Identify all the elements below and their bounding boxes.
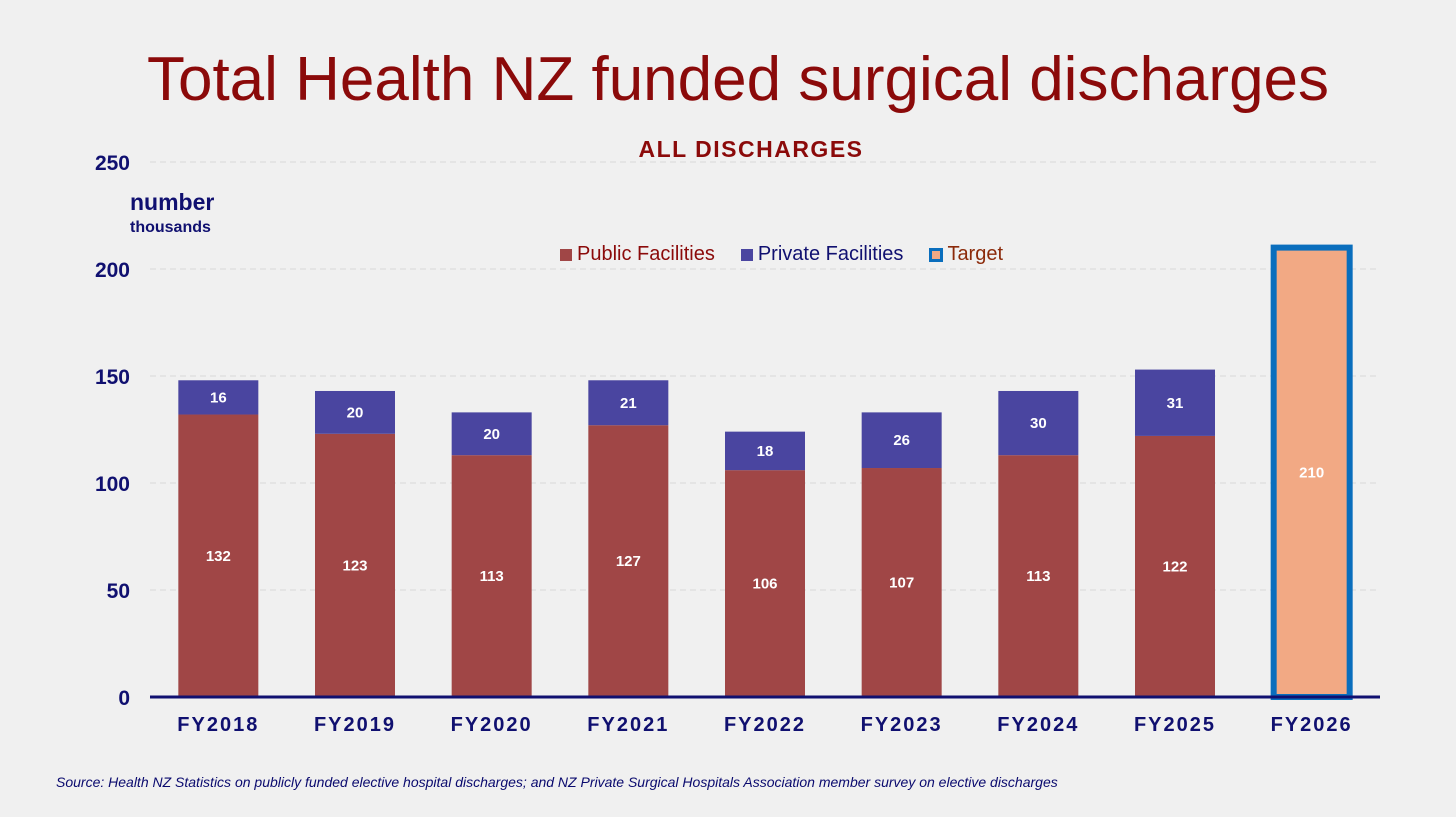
- bar-public: [998, 455, 1079, 697]
- data-label-public: 122: [1162, 558, 1187, 575]
- x-tick-label: FY2021: [587, 714, 669, 736]
- x-tick-label: FY2023: [861, 714, 943, 736]
- data-label-target: 210: [1299, 464, 1324, 481]
- bar-private: [725, 431, 805, 471]
- y-tick-label: 100: [95, 473, 130, 496]
- data-label-private: 21: [620, 395, 637, 412]
- x-tick-label: FY2020: [451, 714, 533, 736]
- legend-item-private: Private Facilities: [740, 243, 904, 266]
- data-label-public: 123: [342, 557, 367, 574]
- data-label-public: 113: [480, 568, 504, 585]
- bar-public: [588, 425, 669, 697]
- data-label-public: 113: [1026, 568, 1050, 585]
- y-tick-label: 50: [107, 580, 130, 603]
- data-label-private: 30: [1030, 415, 1047, 432]
- data-label-private: 31: [1167, 395, 1184, 412]
- legend-label-private: Private Facilities: [757, 243, 904, 265]
- data-label-private: 20: [347, 404, 364, 421]
- y-axis-unit-label: number: [130, 189, 215, 215]
- bar-public: [725, 470, 805, 697]
- data-label-private: 20: [483, 426, 500, 443]
- y-tick-label: 250: [95, 152, 130, 175]
- data-label-private: 26: [893, 432, 910, 449]
- bar-target: [1270, 244, 1353, 700]
- y-axis-unit-sublabel: thousands: [130, 219, 211, 236]
- legend-label-target: Target: [947, 243, 1004, 265]
- bar-public: [451, 455, 532, 697]
- x-tick-label: FY2018: [177, 714, 259, 736]
- legend-swatch-target: [929, 247, 944, 262]
- y-tick-label: 200: [95, 259, 130, 282]
- x-tick-label: FY2019: [314, 714, 396, 736]
- legend-swatch-public: [560, 248, 572, 261]
- x-tick-label: FY2022: [724, 714, 806, 736]
- data-label-public: 127: [616, 553, 641, 570]
- data-label-private: 18: [757, 443, 774, 460]
- bar-private: [861, 412, 942, 469]
- legend-item-public: Public Facilities: [560, 243, 715, 266]
- bar-private: [1135, 369, 1215, 436]
- data-label-public: 132: [206, 548, 231, 565]
- bar-private: [315, 390, 395, 434]
- x-tick-label: FY2026: [1271, 714, 1353, 736]
- data-label-private: 16: [210, 389, 227, 406]
- y-tick-label: 150: [95, 366, 130, 389]
- x-tick-label: FY2025: [1134, 714, 1216, 736]
- source-note: Source: Health NZ Statistics on publicly…: [56, 774, 1058, 790]
- bar-public: [1135, 435, 1215, 697]
- legend-label-public: Public Facilities: [577, 243, 715, 265]
- bar-public: [178, 414, 259, 697]
- chart-subtitle: ALL DISCHARGES: [638, 136, 864, 162]
- bar-private: [588, 380, 669, 426]
- bar-private: [998, 390, 1079, 456]
- data-label-public: 107: [889, 575, 914, 592]
- data-label-public: 106: [752, 576, 777, 593]
- bar-private: [178, 380, 259, 415]
- x-tick-label: FY2024: [997, 714, 1079, 736]
- bar-public: [315, 433, 395, 697]
- legend-item-target: Target: [929, 243, 1003, 266]
- legend: Public Facilities Private Facilities Tar…: [560, 243, 1003, 266]
- chart-title: Total Health NZ funded surgical discharg…: [146, 45, 1330, 114]
- bar-private: [451, 412, 532, 456]
- bar-public: [861, 468, 942, 697]
- y-tick-label: 0: [118, 687, 130, 710]
- legend-swatch-private: [740, 248, 753, 261]
